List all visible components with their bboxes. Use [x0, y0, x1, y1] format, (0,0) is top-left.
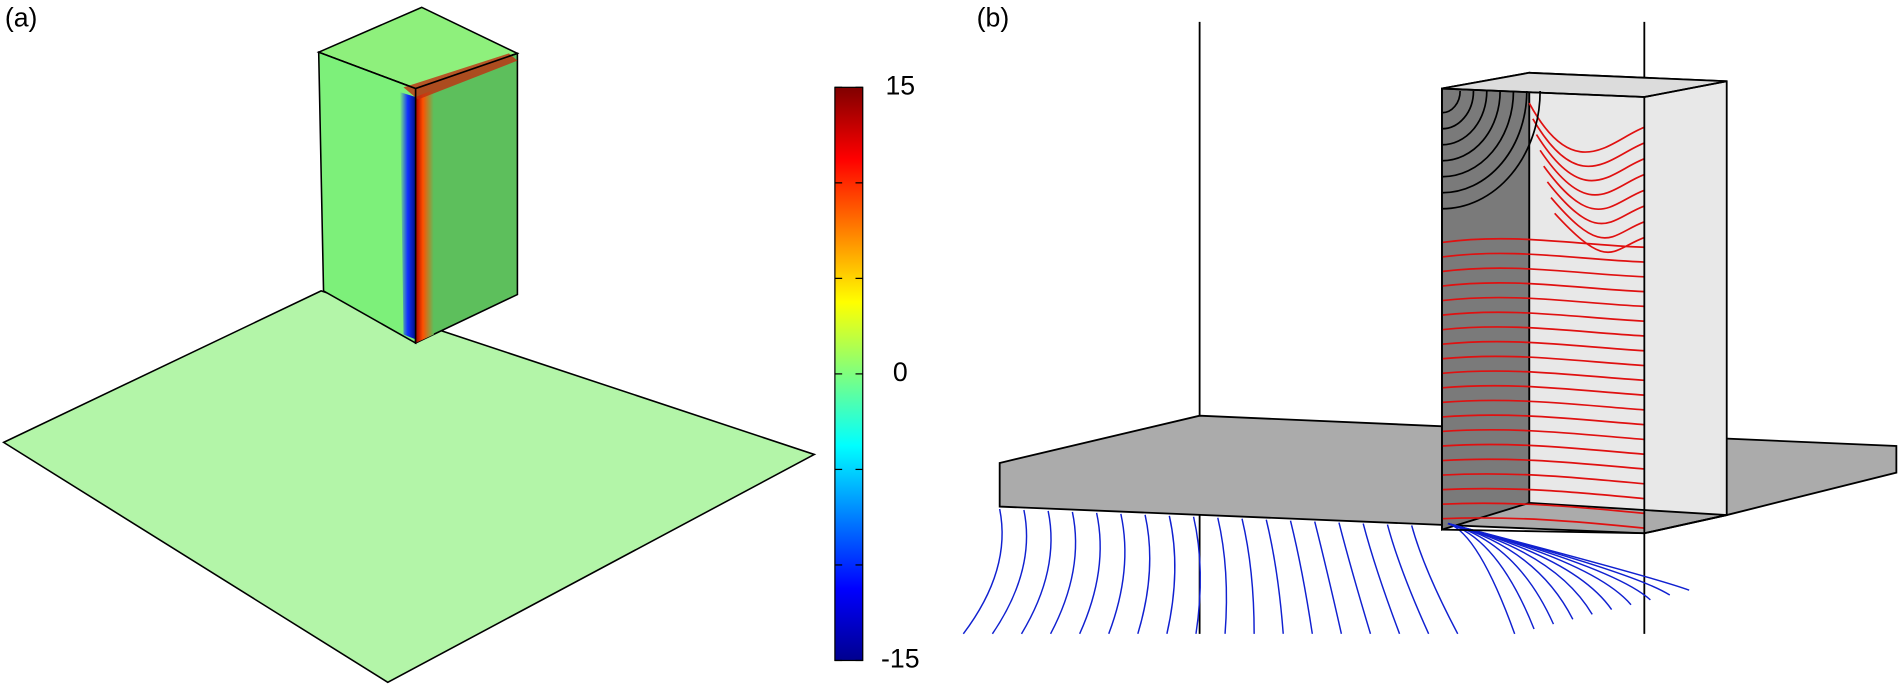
field-line	[1386, 524, 1430, 635]
field-line	[1217, 517, 1228, 634]
panel-label: (b)	[977, 3, 1010, 33]
field-line	[1441, 90, 1501, 162]
field-line	[1447, 522, 1690, 591]
field-line	[1410, 525, 1459, 635]
field-line	[1441, 370, 1645, 382]
edge	[1644, 80, 1727, 98]
field-line	[1447, 522, 1593, 615]
field-line	[1447, 522, 1651, 601]
field-line	[1166, 515, 1176, 634]
tick-label: 15	[885, 70, 915, 100]
field-line	[1554, 212, 1645, 254]
field-line	[1049, 511, 1077, 635]
field-line	[1441, 237, 1645, 249]
field-line	[991, 509, 1028, 635]
field-line	[1441, 517, 1645, 529]
field-line	[1441, 428, 1645, 441]
field-line	[1441, 90, 1475, 130]
field-line	[1441, 90, 1528, 194]
field-line	[1441, 252, 1645, 263]
box-front	[1441, 87, 1646, 535]
field-line	[1441, 296, 1645, 308]
field-line	[1441, 267, 1645, 278]
field-line	[1543, 165, 1645, 211]
field-lines	[962, 90, 1690, 635]
field-line	[1447, 522, 1632, 606]
field-line	[1441, 90, 1515, 178]
field-line	[1441, 340, 1645, 352]
edge-field	[399, 92, 416, 340]
edge-field	[403, 53, 518, 100]
field-line	[1550, 197, 1645, 239]
field-line	[1192, 516, 1202, 634]
field-line	[1108, 513, 1126, 635]
field-line	[1441, 90, 1488, 146]
field-line	[1441, 473, 1645, 485]
field-line	[1314, 521, 1343, 634]
panel-b	[962, 21, 1898, 635]
field-line	[1532, 118, 1645, 168]
field-line	[1362, 523, 1401, 635]
field-line	[1528, 102, 1645, 153]
field-line	[1265, 519, 1284, 634]
field-line	[1137, 514, 1151, 635]
field-line	[1441, 399, 1645, 411]
field-line	[1441, 281, 1645, 293]
field-line	[1441, 443, 1645, 456]
field-line	[1441, 502, 1645, 515]
panel-a	[2, 6, 817, 684]
edge-field	[415, 89, 434, 343]
panel-label: (a)	[5, 3, 38, 33]
edge	[1644, 514, 1727, 535]
field-line	[1441, 311, 1645, 323]
box-right	[1528, 71, 1728, 517]
field-line	[1441, 326, 1645, 337]
field-line	[1078, 512, 1101, 635]
field-line	[1447, 522, 1535, 630]
tick-label: -15	[881, 644, 920, 674]
field-line	[1447, 522, 1516, 635]
field-line	[1441, 90, 1541, 210]
tick-label: 0	[893, 357, 908, 387]
field-line	[1441, 384, 1645, 396]
field-line	[1338, 522, 1372, 635]
field-line	[1441, 458, 1645, 470]
field-line	[1020, 510, 1052, 635]
field-line	[1539, 149, 1645, 196]
field-line	[962, 508, 1003, 635]
field-line	[1441, 414, 1645, 426]
field-line	[1535, 134, 1645, 182]
field-line	[1441, 355, 1645, 367]
field-line	[1546, 181, 1645, 225]
field-line	[1441, 487, 1645, 500]
field-line	[1241, 518, 1255, 634]
field-line	[1289, 520, 1314, 634]
field-line	[1441, 90, 1461, 114]
colorbar-axis: -15 0 15	[834, 70, 920, 674]
ground-plane	[2, 290, 817, 684]
